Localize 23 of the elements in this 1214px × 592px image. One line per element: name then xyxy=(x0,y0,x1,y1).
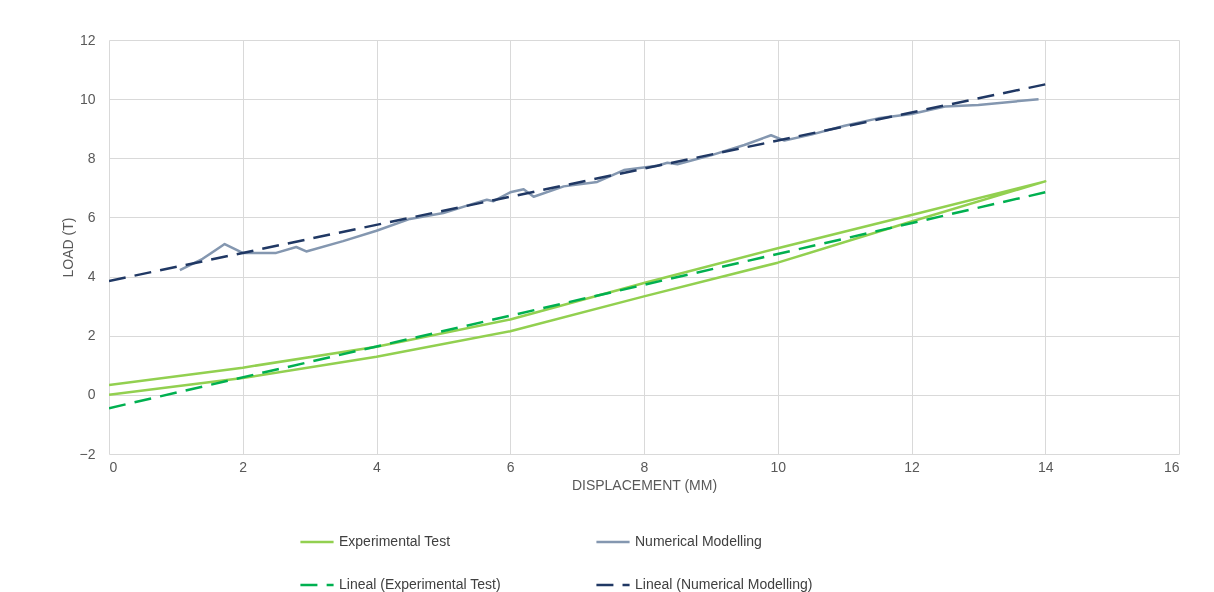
y-tick-label: 8 xyxy=(87,149,96,166)
legend-label: Lineal (Experimental Test) xyxy=(339,576,501,592)
y-tick-label: 6 xyxy=(87,208,96,225)
legend-label: Numerical Modelling xyxy=(635,533,762,549)
x-tick-label: 12 xyxy=(904,458,920,475)
x-tick-label: 6 xyxy=(506,458,515,475)
y-tick-label: 0 xyxy=(87,386,96,403)
legend-label: Lineal (Numerical Modelling) xyxy=(635,576,813,592)
x-tick-label: 14 xyxy=(1037,458,1054,475)
y-tick-label: 4 xyxy=(87,268,96,285)
y-tick-label: 12 xyxy=(79,31,96,48)
x-tick-label: 0 xyxy=(109,458,118,475)
x-axis-title: DISPLACEMENT (MM) xyxy=(571,476,718,493)
x-tick-label: 2 xyxy=(239,458,248,475)
y-axis-title: LOAD (T) xyxy=(59,217,76,278)
x-tick-label: 4 xyxy=(373,458,382,475)
y-tick-label: 2 xyxy=(87,327,96,344)
x-tick-label: 10 xyxy=(770,458,787,475)
legend-label: Experimental Test xyxy=(339,533,451,549)
x-tick-label: 16 xyxy=(1163,458,1180,475)
y-tick-label: 10 xyxy=(79,90,96,107)
x-tick-label: 8 xyxy=(640,458,649,475)
y-tick-label: −2 xyxy=(79,445,96,462)
